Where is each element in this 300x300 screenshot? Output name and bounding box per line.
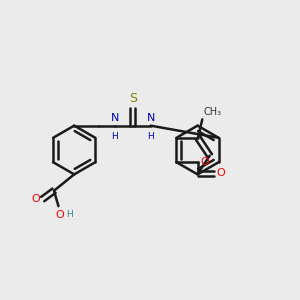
Text: O: O xyxy=(31,194,40,204)
Text: N: N xyxy=(146,113,155,123)
Text: H: H xyxy=(147,132,154,141)
Text: O: O xyxy=(201,157,210,167)
Text: O: O xyxy=(217,169,225,178)
Text: H: H xyxy=(66,210,73,219)
Text: O: O xyxy=(56,210,64,220)
Text: S: S xyxy=(129,92,137,105)
Text: CH₃: CH₃ xyxy=(204,107,222,117)
Text: H: H xyxy=(112,132,118,141)
Text: N: N xyxy=(111,113,119,123)
